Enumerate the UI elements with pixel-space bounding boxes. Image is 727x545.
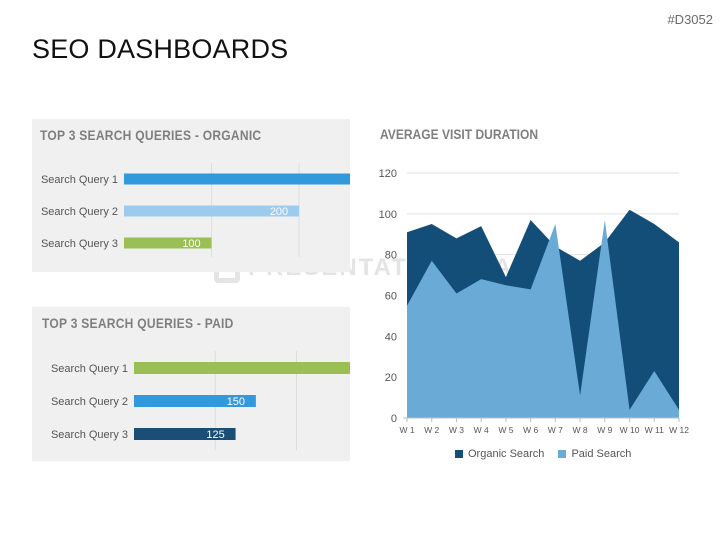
x-tick-label: W 12: [669, 425, 689, 435]
organic-bar: [124, 205, 299, 217]
paid-value-label: 125: [206, 429, 224, 441]
organic-value-label: 200: [270, 206, 288, 218]
paid-category-label: Search Query 1: [51, 363, 128, 375]
organic-value-label: 100: [182, 238, 200, 250]
x-tick-label: W 10: [620, 425, 640, 435]
legend-item-paid: Paid Search: [558, 448, 631, 460]
paid-category-label: Search Query 2: [51, 396, 128, 408]
organic-panel-title: TOP 3 SEARCH QUERIES - ORGANIC: [40, 127, 262, 143]
legend-swatch-paid: [558, 450, 567, 458]
x-tick-label: W 2: [424, 425, 439, 435]
y-tick-label: 40: [385, 331, 397, 343]
paid-value-label: 150: [227, 396, 245, 408]
x-tick-label: W 7: [548, 425, 563, 435]
y-tick-label: 20: [385, 372, 397, 384]
page-title: SEO DASHBOARDS: [32, 34, 289, 64]
organic-bar: [124, 237, 212, 249]
organic-queries-panel: TOP 3 SEARCH QUERIES - ORGANIC Search Qu…: [32, 119, 350, 272]
x-tick-label: W 1: [399, 425, 414, 435]
paid-category-label: Search Query 3: [51, 429, 128, 441]
x-tick-label: W 4: [474, 425, 489, 435]
y-tick-label: 60: [385, 291, 397, 303]
y-tick-label: 100: [379, 209, 397, 221]
legend-swatch-organic: [455, 450, 463, 458]
organic-bar-chart: Search Query 1300Search Query 2200Search…: [41, 163, 350, 257]
organic-category-label: Search Query 1: [41, 174, 118, 186]
visit-duration-title: AVERAGE VISIT DURATION: [380, 126, 539, 142]
paid-panel-title: TOP 3 SEARCH QUERIES - PAID: [42, 315, 234, 331]
organic-search-area: [407, 209, 679, 418]
paid-bar: [134, 362, 350, 374]
organic-category-label: Search Query 3: [41, 238, 118, 250]
area-chart-legend: Organic Search Paid Search: [455, 448, 631, 460]
paid-bar: [134, 395, 256, 407]
x-tick-label: W 8: [573, 425, 588, 435]
x-tick-label: W 5: [498, 425, 513, 435]
x-tick-label: W 6: [523, 425, 538, 435]
legend-label-paid: Paid Search: [571, 448, 632, 460]
y-tick-label: 0: [391, 413, 397, 425]
paid-bar: [134, 428, 236, 440]
paid-queries-panel: TOP 3 SEARCH QUERIES - PAID Search Query…: [32, 307, 350, 461]
legend-label-organic: Organic Search: [468, 448, 545, 460]
organic-category-label: Search Query 2: [41, 206, 118, 218]
x-tick-label: W 9: [597, 425, 612, 435]
slide-code: #D3052: [667, 12, 713, 27]
organic-bar: [124, 173, 350, 185]
paid-bar-chart: Search Query 1375Search Query 2150Search…: [51, 351, 350, 450]
x-tick-label: W 11: [645, 425, 664, 435]
paid-search-area: [407, 219, 679, 418]
x-tick-label: W 3: [449, 425, 464, 435]
y-tick-label: 120: [379, 168, 397, 180]
legend-item-organic: Organic Search: [455, 448, 544, 460]
